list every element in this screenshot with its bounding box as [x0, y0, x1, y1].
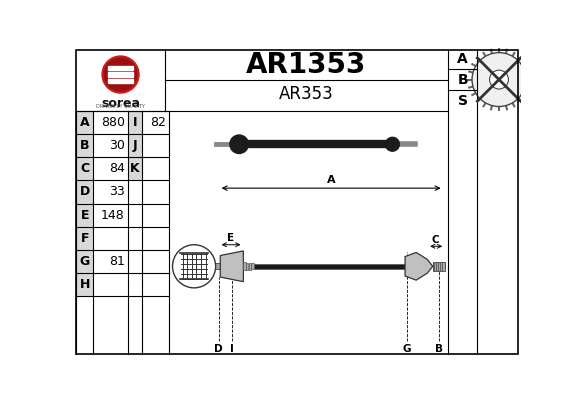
Text: 33: 33: [109, 186, 125, 198]
Text: B: B: [435, 344, 443, 354]
Circle shape: [490, 70, 509, 89]
Text: A: A: [458, 52, 468, 66]
Bar: [76, 227, 93, 250]
Circle shape: [102, 56, 139, 93]
Bar: [76, 180, 93, 204]
Bar: [249, 263, 251, 270]
Bar: [76, 273, 93, 296]
Bar: [76, 111, 93, 134]
Text: AR1353: AR1353: [246, 51, 367, 79]
Text: E: E: [81, 208, 89, 222]
Bar: [108, 66, 133, 70]
Circle shape: [172, 245, 216, 288]
Text: AR353: AR353: [279, 85, 334, 103]
Bar: [76, 204, 93, 227]
Text: B: B: [80, 139, 89, 152]
Circle shape: [386, 137, 400, 151]
Bar: [433, 262, 445, 271]
Bar: [254, 264, 405, 269]
Text: E: E: [227, 233, 234, 243]
Text: 84: 84: [109, 162, 125, 175]
Text: G: G: [403, 344, 411, 354]
Text: D: D: [215, 344, 223, 354]
Text: 30: 30: [109, 139, 125, 152]
Bar: [108, 72, 133, 76]
Text: S: S: [458, 94, 468, 108]
Bar: [108, 79, 133, 83]
Bar: [128, 134, 142, 157]
Polygon shape: [220, 251, 244, 282]
Text: F: F: [81, 232, 89, 245]
Text: G: G: [79, 255, 90, 268]
Bar: [211, 263, 220, 269]
Text: 82: 82: [150, 116, 166, 129]
Text: 81: 81: [109, 255, 125, 268]
Text: K: K: [130, 162, 140, 175]
Bar: [128, 157, 142, 180]
Bar: [246, 263, 248, 270]
Text: A: A: [80, 116, 89, 129]
Circle shape: [230, 135, 248, 154]
Text: H: H: [79, 278, 90, 291]
Bar: [252, 263, 253, 270]
Text: B: B: [458, 72, 468, 86]
Circle shape: [104, 58, 137, 91]
Bar: [76, 250, 93, 273]
Bar: [244, 262, 246, 270]
Text: 880: 880: [101, 116, 125, 129]
Text: I: I: [230, 344, 234, 354]
Text: A: A: [327, 175, 335, 185]
Text: C: C: [432, 235, 439, 245]
Bar: [128, 111, 142, 134]
Text: J: J: [132, 139, 137, 152]
Text: 148: 148: [101, 208, 125, 222]
Text: C: C: [80, 162, 89, 175]
Bar: [76, 157, 93, 180]
Circle shape: [472, 53, 526, 106]
Bar: [76, 134, 93, 157]
Text: sorea: sorea: [101, 97, 140, 110]
Polygon shape: [405, 252, 433, 280]
Text: DRIVEN BY QUALITY: DRIVEN BY QUALITY: [96, 104, 145, 109]
Text: I: I: [132, 116, 137, 129]
Text: D: D: [79, 186, 90, 198]
